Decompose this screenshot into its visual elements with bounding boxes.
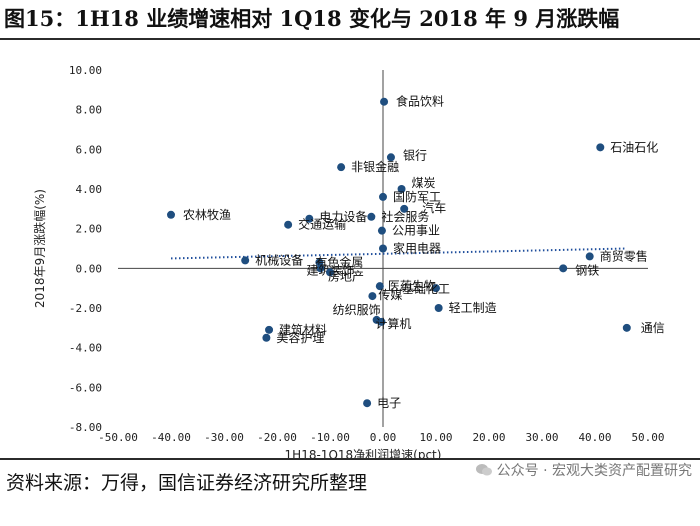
data-point-label: 基础化工	[402, 282, 450, 296]
data-point	[434, 304, 443, 312]
data-point	[305, 214, 314, 223]
data-point	[432, 284, 440, 293]
data-point-label: 美容护理	[276, 330, 324, 345]
data-point	[379, 244, 387, 253]
data-point-label: 商贸零售	[600, 248, 648, 263]
data-point	[265, 325, 274, 334]
data-point-label: 电子	[377, 396, 401, 410]
data-point-label: 通信	[641, 321, 665, 335]
y-tick-label: 2.00	[76, 223, 103, 236]
data-point-label: 房地产	[328, 268, 364, 283]
data-point-label: 轻工制造	[449, 301, 497, 315]
data-point-label: 纺织服饰	[333, 303, 381, 317]
data-point-label: 家用电器	[393, 241, 441, 256]
x-axis-title: 1H18-1Q18净利润增速(pct)	[285, 448, 442, 458]
data-point-label: 煤炭	[412, 176, 436, 190]
data-point	[167, 210, 175, 219]
y-tick-label: 10.00	[69, 64, 102, 77]
data-point	[363, 399, 372, 408]
x-tick-label: 50.00	[631, 431, 664, 444]
data-point-label: 非银金融	[351, 159, 399, 174]
data-point	[284, 220, 293, 229]
data-point	[337, 163, 346, 172]
x-tick-label: -10.00	[310, 431, 350, 444]
data-point-label: 社会服务	[381, 209, 429, 224]
data-point	[377, 317, 386, 326]
data-point-label: 国防军工	[393, 189, 441, 204]
data-point-label: 钢铁	[575, 263, 599, 277]
data-point-label: 汽车	[422, 200, 446, 215]
data-point-label: 有色金属	[315, 254, 363, 269]
data-point-label: 公用事业	[392, 224, 440, 238]
data-point	[559, 264, 568, 273]
x-tick-label: 20.00	[472, 431, 505, 444]
data-point-label: 机械设备	[255, 252, 303, 267]
data-point-label: 银行	[403, 148, 427, 162]
data-point	[596, 143, 605, 152]
y-tick-label: -6.00	[69, 381, 102, 394]
y-tick-label: -2.00	[69, 302, 102, 315]
data-point-label: 交通运输	[298, 217, 346, 232]
x-tick-label: -40.00	[151, 431, 191, 444]
x-tick-label: -30.00	[204, 431, 244, 444]
y-tick-label: 6.00	[76, 143, 103, 156]
y-tick-label: -8.00	[69, 421, 102, 434]
y-axis-title: 2018年9月涨跌幅(%)	[32, 189, 47, 308]
data-point	[316, 264, 325, 273]
data-point	[386, 153, 395, 162]
watermark: 公众号 · 宏观大类资产配置研究	[475, 460, 692, 480]
scatter-chart: -50.00 -40.00 -30.00 -20.00 -10.00 0.00 10.00 2…	[32, 64, 665, 458]
data-point	[380, 97, 389, 106]
watermark-text: 公众号 · 宏观大类资产配置研究	[496, 463, 692, 479]
data-point-label: 传媒	[378, 287, 402, 302]
source-note: 资料来源：万得，国信证券经济研究所整理	[6, 472, 368, 494]
data-point	[622, 323, 631, 332]
data-point	[585, 252, 594, 261]
source-divider	[0, 458, 700, 460]
data-point	[377, 226, 386, 235]
data-point-label: 电力设备	[319, 210, 367, 224]
y-tick-label: -4.00	[69, 342, 102, 355]
data-point	[241, 256, 250, 265]
y-tick-label: 8.00	[76, 104, 103, 117]
data-point	[379, 192, 387, 201]
x-tick-label: 0.00	[370, 431, 397, 444]
data-point	[368, 292, 377, 301]
data-point	[326, 268, 334, 277]
x-tick-label: -20.00	[257, 431, 297, 444]
x-tick-label: 40.00	[578, 431, 611, 444]
data-point-label: 农林牧渔	[183, 208, 231, 222]
data-point	[397, 185, 406, 193]
y-tick-label: 0.00	[76, 262, 103, 275]
data-point-label: 石油石化	[610, 140, 658, 154]
data-point-label: 建筑材料	[279, 322, 327, 337]
x-tick-label: 30.00	[525, 431, 558, 444]
figure-title: 图15：1H18 业绩增速相对 1Q18 变化与 2018 年 9 月涨跌幅	[4, 6, 620, 31]
x-tick-label: 10.00	[419, 431, 452, 444]
wechat-icon	[475, 464, 492, 476]
data-point	[400, 204, 409, 213]
data-point-label: 食品饮料	[396, 94, 444, 109]
axes: -50.00 -40.00 -30.00 -20.00 -10.00 0.00 10.00 2…	[69, 64, 665, 444]
data-point-label: 计算机	[375, 316, 411, 331]
y-tick-label: 4.00	[76, 183, 103, 196]
data-point-label: 医药生物	[388, 279, 436, 293]
data-point	[367, 212, 376, 221]
title-divider	[0, 38, 700, 40]
data-point	[262, 333, 271, 342]
data-point	[375, 282, 384, 291]
x-tick-label: -50.00	[98, 431, 138, 444]
data-point	[315, 258, 324, 267]
